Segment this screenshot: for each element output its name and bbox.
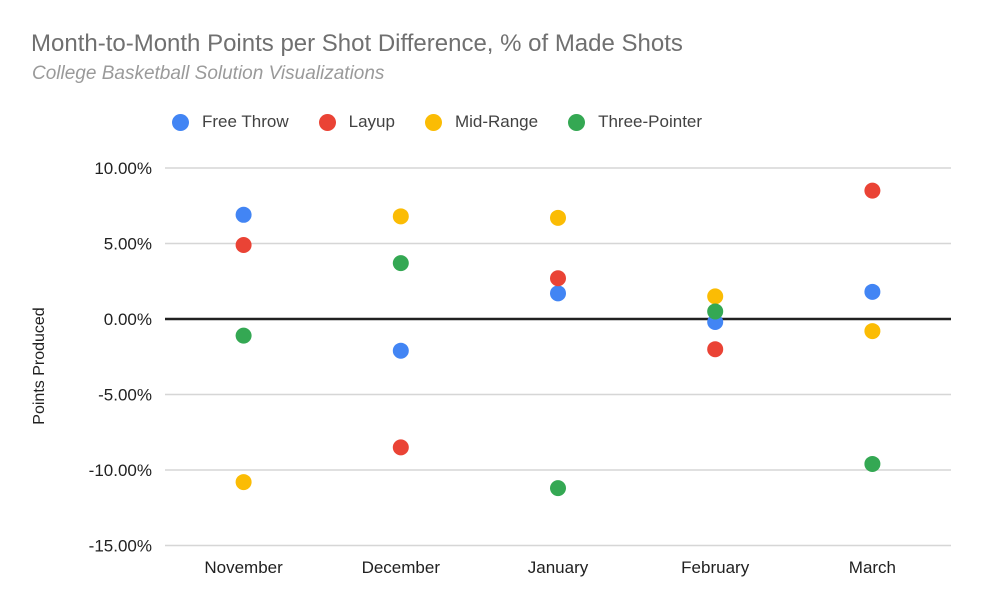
chart-title: Month-to-Month Points per Shot Differenc… (31, 30, 683, 57)
data-point (235, 474, 252, 491)
y-axis-tick-label: -5.00% (98, 386, 152, 405)
data-point (864, 182, 881, 199)
data-point (235, 206, 252, 223)
data-point (392, 342, 409, 359)
data-point (235, 327, 252, 344)
data-point (707, 341, 724, 358)
data-point (392, 208, 409, 225)
data-point (550, 480, 566, 497)
legend-item-three-pointer: Three-Pointer (568, 112, 702, 132)
x-axis-category-label: November (204, 558, 283, 577)
y-axis-tick-label: 5.00% (104, 235, 152, 254)
data-point (864, 283, 881, 300)
data-point (235, 237, 252, 254)
legend-item-mid-range: Mid-Range (424, 112, 539, 132)
scatter-plot: 10.00% 5.00% 0.00% -5.00% -10.00% -15.00% Nove… (89, 159, 951, 577)
layup-swatch-icon (318, 113, 336, 131)
y-axis-tick-label: -15.00% (89, 537, 152, 556)
three-pointer-swatch-icon (568, 113, 586, 131)
free-throw-swatch-icon (172, 113, 189, 131)
data-point (707, 303, 724, 320)
x-axis-category-label: December (362, 558, 441, 577)
legend-label-mid-range: Mid-Range (454, 112, 539, 131)
legend-label-layup: Layup (348, 112, 395, 131)
mid-range-swatch-icon (424, 113, 442, 131)
data-point (392, 255, 409, 272)
data-point (392, 439, 409, 456)
x-axis-category-label: March (849, 558, 896, 577)
chart-legend: Free Throw Layup Mid-Range Three-Pointer (172, 112, 702, 132)
data-point (550, 209, 566, 226)
y-axis-tick-label: -10.00% (89, 461, 152, 480)
legend-item-free-throw: Free Throw (172, 112, 289, 132)
y-axis-tick-label: 10.00% (94, 159, 152, 178)
chart-subtitle: College Basketball Solution Visualizatio… (32, 63, 385, 84)
legend-label-three-pointer: Three-Pointer (598, 112, 703, 131)
data-point (864, 323, 881, 340)
y-axis-tick-label: 0.00% (104, 310, 152, 329)
data-point (864, 455, 881, 472)
x-axis-category-label: January (528, 558, 589, 577)
data-point (707, 288, 724, 305)
legend-item-layup: Layup (318, 112, 395, 132)
x-axis-category-label: February (681, 558, 750, 577)
data-point (550, 285, 566, 302)
data-point (550, 270, 566, 287)
legend-label-free-throw: Free Throw (202, 112, 289, 131)
